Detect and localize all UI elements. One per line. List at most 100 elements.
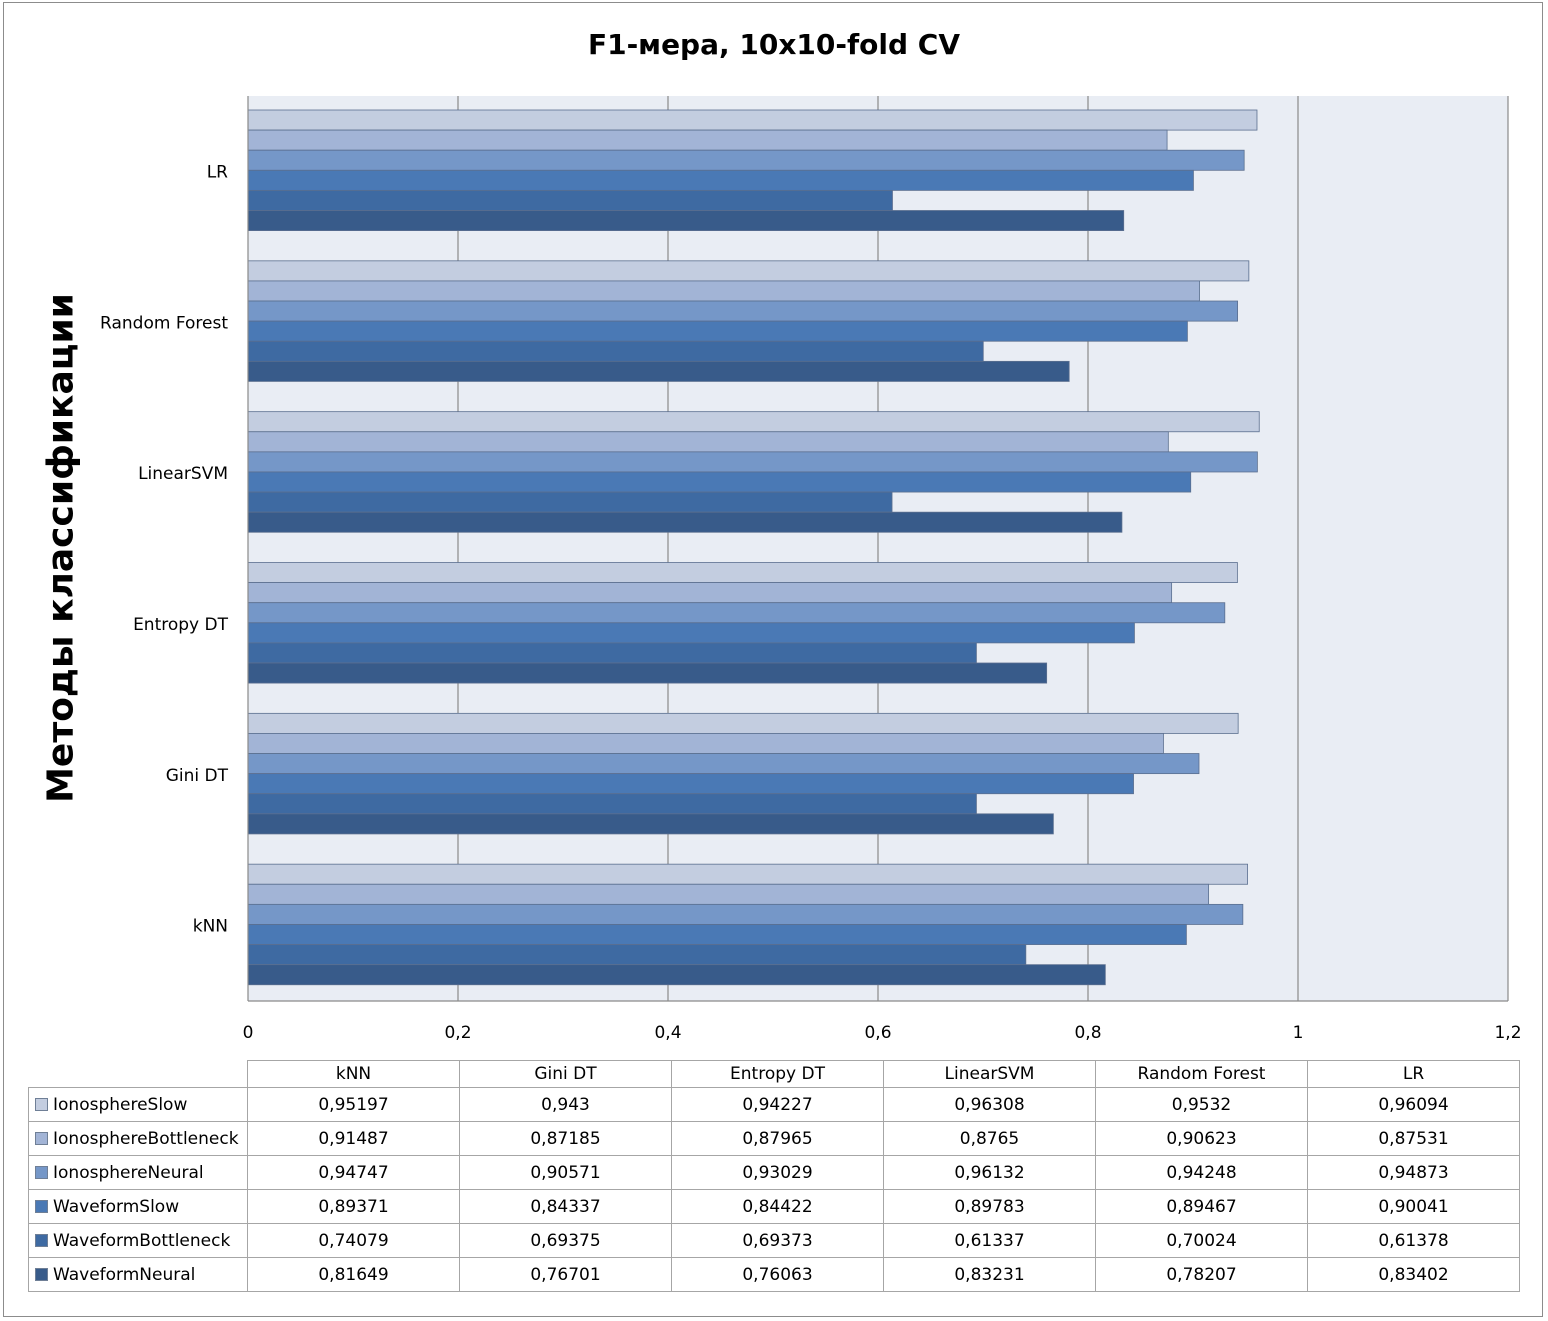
bar bbox=[247, 109, 1258, 131]
legend-swatch bbox=[35, 1098, 48, 1111]
table-cell: 0,83402 bbox=[1307, 1257, 1520, 1292]
legend-label: WaveformNeural bbox=[53, 1264, 196, 1285]
bar bbox=[247, 280, 1200, 302]
table-cell: 0,91487 bbox=[247, 1121, 460, 1156]
legend-swatch bbox=[35, 1234, 48, 1247]
x-tick-label: 0,2 bbox=[444, 1023, 471, 1043]
legend-label: IonosphereSlow bbox=[53, 1094, 188, 1115]
table-cell: 0,76063 bbox=[671, 1257, 884, 1292]
table-header-row: kNN Gini DT Entropy DT LinearSVM Random Fore… bbox=[28, 1060, 1520, 1088]
bar bbox=[247, 189, 893, 211]
chart-title: F1-мера, 10x10-fold CV bbox=[587, 28, 961, 61]
table-cell: 0,81649 bbox=[247, 1257, 460, 1292]
bar bbox=[247, 602, 1226, 624]
legend-entry: WaveformNeural bbox=[28, 1257, 248, 1292]
table-cell: 0,69375 bbox=[459, 1223, 672, 1258]
table-cell: 0,87531 bbox=[1307, 1121, 1520, 1156]
table-row: WaveformSlow 0,89371 0,84337 0,84422 0,89783… bbox=[28, 1189, 1520, 1224]
table-cell: 0,943 bbox=[459, 1087, 672, 1122]
table-column-header: LR bbox=[1307, 1060, 1520, 1088]
bar bbox=[247, 511, 1123, 533]
table-row: WaveformNeural 0,81649 0,76701 0,76063 0,832… bbox=[28, 1257, 1520, 1292]
bar bbox=[247, 733, 1164, 754]
bar bbox=[247, 340, 984, 362]
bar bbox=[247, 260, 1250, 282]
bar bbox=[247, 712, 1239, 734]
bar bbox=[247, 813, 1054, 835]
bar bbox=[247, 582, 1173, 604]
x-tick-label: 0,4 bbox=[654, 1023, 681, 1043]
table-row: IonosphereSlow 0,95197 0,943 0,94227 0,96308… bbox=[28, 1087, 1520, 1122]
table-column-header: Random Forest bbox=[1095, 1060, 1308, 1088]
legend-entry: WaveformSlow bbox=[28, 1189, 248, 1224]
bar-chart: 0 0,2 0,4 0,6 0,8 1 1,2 kNN Gini DT Entropy DT Li… bbox=[100, 96, 1522, 1043]
table-cell: 0,94248 bbox=[1095, 1155, 1308, 1190]
table-cell: 0,89783 bbox=[883, 1189, 1096, 1224]
legend-swatch bbox=[35, 1166, 48, 1179]
legend-swatch bbox=[35, 1132, 48, 1145]
x-tick-label: 0 bbox=[243, 1023, 254, 1043]
category-label: Entropy DT bbox=[133, 615, 229, 635]
legend-swatch bbox=[35, 1268, 48, 1281]
bar bbox=[247, 964, 1106, 986]
table-column-header: LinearSVM bbox=[883, 1060, 1096, 1088]
legend-entry: IonosphereSlow bbox=[28, 1087, 248, 1122]
legend-entry: WaveformBottleneck bbox=[28, 1223, 248, 1258]
bar bbox=[247, 622, 1135, 644]
table-cell: 0,61337 bbox=[883, 1223, 1096, 1258]
table-cell: 0,96094 bbox=[1307, 1087, 1520, 1122]
table-cell: 0,84422 bbox=[671, 1189, 884, 1224]
table-cell: 0,76701 bbox=[459, 1257, 672, 1292]
table-cell: 0,90041 bbox=[1307, 1189, 1520, 1224]
table-cell: 0,94227 bbox=[671, 1087, 884, 1122]
bar bbox=[247, 883, 1210, 905]
bar bbox=[247, 773, 1134, 795]
table-cell: 0,70024 bbox=[1095, 1223, 1308, 1258]
bar bbox=[247, 169, 1194, 191]
bar bbox=[247, 411, 1260, 433]
bar bbox=[247, 642, 977, 664]
legend-label: WaveformSlow bbox=[53, 1196, 180, 1217]
x-tick-label: 1 bbox=[1293, 1023, 1304, 1043]
table-cell: 0,90571 bbox=[459, 1155, 672, 1190]
x-tick-label: 1,2 bbox=[1494, 1023, 1521, 1043]
bar bbox=[247, 210, 1125, 232]
table-cell: 0,61378 bbox=[1307, 1223, 1520, 1258]
category-label: kNN bbox=[193, 917, 228, 937]
bar bbox=[247, 471, 1192, 493]
table-cell: 0,8765 bbox=[883, 1121, 1096, 1156]
x-tick-label: 0,6 bbox=[864, 1023, 891, 1043]
table-cell: 0,90623 bbox=[1095, 1121, 1308, 1156]
legend-entry: IonosphereNeural bbox=[28, 1155, 248, 1190]
legend-label: IonosphereBottleneck bbox=[53, 1128, 239, 1149]
table-cell: 0,78207 bbox=[1095, 1257, 1308, 1292]
bar bbox=[247, 360, 1070, 382]
table-column-header: kNN bbox=[247, 1060, 460, 1088]
category-label: LR bbox=[207, 162, 228, 182]
table-cell: 0,96132 bbox=[883, 1155, 1096, 1190]
table-cell: 0,83231 bbox=[883, 1257, 1096, 1292]
table-column-header: Entropy DT bbox=[671, 1060, 884, 1088]
bar bbox=[247, 924, 1187, 945]
bar bbox=[247, 129, 1168, 151]
table-cell: 0,9532 bbox=[1095, 1087, 1308, 1122]
table-cell: 0,87185 bbox=[459, 1121, 672, 1156]
bar bbox=[247, 662, 1048, 684]
table-cell: 0,89371 bbox=[247, 1189, 460, 1224]
table-cell: 0,69373 bbox=[671, 1223, 884, 1258]
table-cell: 0,84337 bbox=[459, 1189, 672, 1224]
x-tick-label: 0,8 bbox=[1074, 1023, 1101, 1043]
bar bbox=[247, 562, 1238, 584]
table-cell: 0,96308 bbox=[883, 1087, 1096, 1122]
table-cell: 0,74079 bbox=[247, 1223, 460, 1258]
bar bbox=[247, 863, 1248, 885]
legend-label: WaveformBottleneck bbox=[53, 1230, 231, 1251]
chart-frame bbox=[3, 2, 1543, 1317]
bar bbox=[247, 300, 1239, 322]
bar bbox=[247, 431, 1169, 453]
category-label: Gini DT bbox=[166, 766, 229, 786]
bar bbox=[247, 149, 1245, 171]
bar bbox=[247, 451, 1258, 473]
legend-entry: IonosphereBottleneck bbox=[28, 1121, 248, 1156]
table-cell: 0,94747 bbox=[247, 1155, 460, 1190]
